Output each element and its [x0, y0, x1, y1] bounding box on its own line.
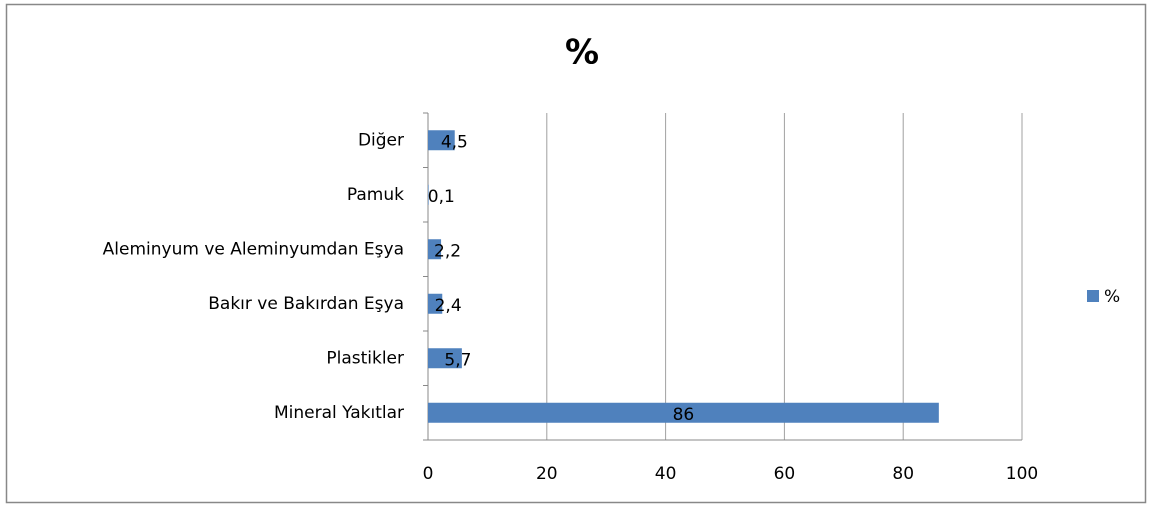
chart-title: %	[565, 33, 599, 73]
bar	[428, 184, 429, 205]
y-tick-label: Pamuk	[347, 185, 404, 205]
bar	[428, 402, 939, 423]
bar	[428, 348, 462, 369]
x-tick-label: 0	[423, 464, 434, 484]
data-label: 0,1	[428, 187, 455, 207]
y-tick-label: Plastikler	[326, 348, 404, 368]
y-tick-label: Aleminyum ve Aleminyumdan Eşya	[103, 239, 404, 259]
x-tick-label: 20	[536, 464, 558, 484]
bar	[428, 239, 442, 260]
x-tick-label: 40	[655, 464, 677, 484]
y-tick-label: Diğer	[358, 130, 404, 150]
data-label: 2,2	[434, 241, 461, 261]
data-label: 5,7	[444, 350, 471, 370]
legend-label: %	[1104, 287, 1120, 307]
x-tick-label: 100	[1006, 464, 1038, 484]
bar	[428, 293, 443, 314]
y-tick-label: Bakır ve Bakırdan Eşya	[208, 294, 404, 314]
y-tick-label: Mineral Yakıtlar	[274, 403, 404, 423]
data-label: 4,5	[441, 132, 468, 152]
legend-swatch	[1087, 290, 1099, 302]
bar	[428, 130, 455, 151]
x-tick-label: 60	[774, 464, 796, 484]
data-label: 2,4	[435, 296, 462, 316]
data-label: 86	[673, 405, 695, 425]
x-tick-label: 80	[892, 464, 914, 484]
